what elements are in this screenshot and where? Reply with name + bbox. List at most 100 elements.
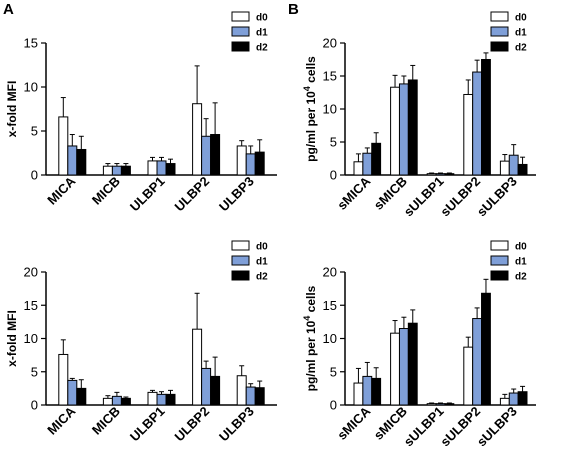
legend-swatch-d2 — [231, 270, 250, 281]
y-tick-label: 0 — [330, 168, 337, 183]
bar-d0 — [192, 328, 203, 406]
bar-d2 — [517, 391, 528, 406]
x-tick-label: MICB — [89, 404, 123, 438]
x-tick-label: ULBP3 — [216, 404, 257, 445]
x-tick-label: ULBP2 — [171, 174, 212, 215]
y-tick-label: 15 — [323, 298, 337, 313]
bar-d1 — [398, 83, 409, 176]
bar-d0 — [58, 116, 69, 176]
x-tick-label: ULBP2 — [171, 404, 212, 445]
x-tick-label: sMICA — [334, 173, 374, 213]
y-tick-label: 10 — [323, 102, 337, 117]
bar-d1 — [435, 173, 446, 176]
bar-d0 — [147, 391, 158, 406]
bar-d0 — [236, 145, 247, 176]
y-axis-label-exponent: 4 — [302, 86, 312, 91]
bar-d2 — [481, 292, 491, 406]
bar-d1 — [201, 367, 212, 406]
legend-label-d0: d0 — [515, 242, 527, 253]
panel-label-b: B — [288, 1, 299, 18]
legend-label-d2: d2 — [256, 43, 268, 54]
bar-d1 — [67, 145, 78, 176]
bar-d2 — [120, 165, 131, 176]
bar-d2 — [120, 397, 131, 406]
bar-d1 — [67, 379, 78, 406]
bar-d2 — [254, 387, 265, 406]
bar-d0 — [353, 382, 364, 406]
bar-d0 — [58, 353, 69, 406]
y-axis-label: pg/ml per 104 cells — [302, 56, 318, 162]
bar-d1 — [362, 152, 373, 176]
y-tick-label: 15 — [323, 69, 337, 84]
bar-d1 — [156, 160, 167, 176]
legend-swatch-d1 — [490, 255, 509, 266]
bar-d1 — [111, 165, 122, 176]
bar-d1 — [508, 154, 519, 176]
y-tick-label: 5 — [31, 364, 38, 379]
bar-d1 — [362, 375, 373, 406]
legend-label-d0: d0 — [256, 13, 268, 24]
x-tick-label: sMICA — [334, 403, 374, 443]
bar-d1 — [245, 153, 256, 176]
bar-d2 — [210, 134, 221, 176]
y-tick-label: 10 — [24, 331, 38, 346]
bar-d0 — [236, 375, 247, 406]
bar-d1 — [245, 386, 256, 406]
y-axis-label-unit: cells — [304, 285, 318, 315]
x-tick-label: sULBP3 — [474, 174, 520, 220]
x-tick-label: ULBP1 — [127, 174, 168, 215]
bar-d1 — [472, 318, 483, 406]
bar-d2 — [254, 151, 265, 176]
bar-d1 — [472, 71, 483, 176]
bar-d1 — [398, 328, 409, 406]
bar-d0 — [147, 160, 158, 176]
bar-d0 — [463, 346, 474, 406]
bar-d2 — [444, 173, 455, 176]
legend-label-d0: d0 — [515, 13, 527, 24]
y-tick-label: 10 — [24, 80, 38, 95]
bar-d1 — [508, 392, 519, 406]
legend-swatch-d1 — [231, 26, 250, 37]
legend-label-d0: d0 — [256, 242, 268, 253]
x-tick-label: sULBP3 — [474, 404, 520, 450]
legend-label-d2: d2 — [515, 43, 527, 54]
y-axis-label: x-fold MFI — [5, 310, 19, 367]
bar-d0 — [192, 103, 203, 176]
x-tick-label: ULBP1 — [127, 404, 168, 445]
x-tick-label: MICB — [89, 174, 123, 208]
legend-label-d2: d2 — [515, 272, 527, 283]
bar-d2 — [444, 403, 455, 406]
legend-swatch-d0 — [231, 240, 250, 251]
y-tick-label: 10 — [323, 331, 337, 346]
bar-d0 — [499, 160, 510, 176]
legend-label-d1: d1 — [515, 28, 527, 39]
bar-d2 — [517, 163, 528, 176]
legend-label-d2: d2 — [256, 272, 268, 283]
y-tick-label: 20 — [323, 36, 337, 51]
bar-d0 — [353, 161, 364, 176]
chart-siha-mfi: x-fold MFI 0 5 10 15 20 MICA MICB ULBP1 ULBP2 ULBP… — [5, 240, 277, 445]
legend-swatch-d2 — [490, 41, 509, 52]
y-tick-label: 15 — [24, 298, 38, 313]
y-tick-label: 5 — [330, 135, 337, 150]
bar-d2 — [371, 377, 382, 406]
legend-swatch-d0 — [490, 11, 509, 22]
bar-d1 — [111, 395, 122, 406]
bar-d2 — [76, 148, 87, 176]
bar-d1 — [201, 135, 212, 176]
bar-d2 — [371, 142, 382, 176]
legend-swatch-d1 — [231, 255, 250, 266]
bar-d1 — [435, 403, 446, 406]
bar-d2 — [165, 393, 176, 406]
y-tick-label: 0 — [31, 168, 38, 183]
bar-d0 — [463, 93, 474, 176]
chart-caski-mfi: x-fold MFI 0 5 10 15 MICA MICB ULBP1 ULBP2 ULBP3 d… — [5, 11, 277, 215]
bar-d2 — [407, 322, 418, 406]
chart-caski-soluble: pg/ml per 104 cells05101520sMICAsMICBsUL… — [302, 11, 536, 220]
legend-swatch-d2 — [231, 41, 250, 52]
legend-label-d1: d1 — [515, 257, 527, 268]
bar-d0 — [390, 332, 400, 406]
panel-label-a: A — [3, 1, 14, 18]
y-tick-label: 5 — [31, 124, 38, 139]
